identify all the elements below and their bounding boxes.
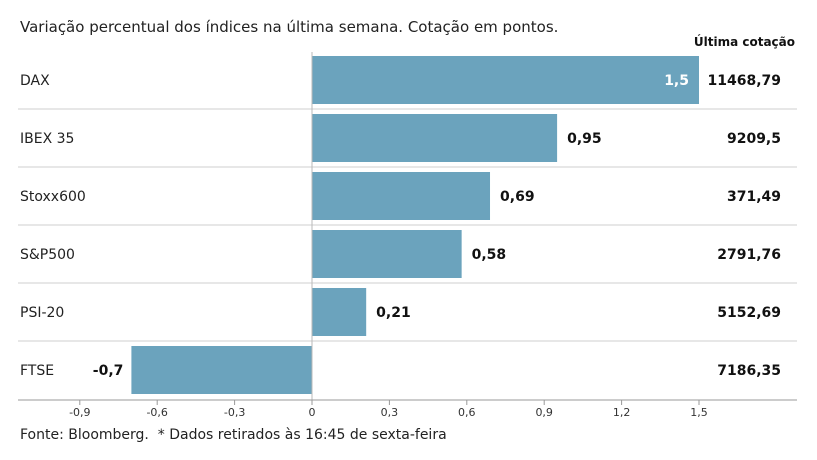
bar-dax [312,56,699,104]
chart-subtitle: Variação percentual dos índices na últim… [20,18,559,36]
category-label: DAX [20,73,50,89]
category-label: PSI-20 [20,305,64,321]
quote-value: 9209,5 [727,131,781,147]
x-tick-label: 1,5 [690,406,708,419]
value-label: 1,5 [664,73,689,89]
category-label: IBEX 35 [20,131,74,147]
quote-value: 371,49 [727,189,781,205]
quote-value: 2791,76 [717,247,781,263]
row-separators [18,108,797,342]
x-tick-label: 0 [309,406,316,419]
x-tick-label: 0,3 [381,406,399,419]
x-tick-label: -0,3 [224,406,245,419]
source-footer: Fonte: Bloomberg. * Dados retirados às 1… [20,427,447,443]
bar-s-p500 [312,230,462,278]
value-label: 0,58 [472,247,507,263]
quote-column-header: Última cotação [693,35,795,49]
quote-value: 11468,79 [707,73,781,89]
value-label: -0,7 [93,363,124,379]
category-label: Stoxx600 [20,189,86,205]
bars-group [131,56,699,394]
value-label: 0,69 [500,189,535,205]
bar-psi-20 [312,288,367,336]
category-label: FTSE [20,363,54,379]
x-axis: -0,9 -0,6 -0,3 0 0,3 0,6 0,9 1,2 1,5 [18,52,797,419]
quote-value: 5152,69 [717,305,781,321]
category-label: S&P500 [20,247,75,263]
x-tick-label: 0,6 [458,406,476,419]
bar-stoxx600 [312,172,491,220]
bar-ftse [131,346,312,394]
quote-value: 7186,35 [717,363,781,379]
value-label: 0,21 [376,305,411,321]
x-tick-label: 0,9 [535,406,553,419]
value-label: 0,95 [567,131,602,147]
x-tick-label: 1,2 [613,406,631,419]
x-tick-label: -0,6 [146,406,167,419]
bar-ibex-35 [312,114,558,162]
x-tick-label: -0,9 [69,406,90,419]
labels-group: DAX 1,5 11468,79 IBEX 35 0,95 9209,5 Stoxx600 0… [20,73,781,379]
